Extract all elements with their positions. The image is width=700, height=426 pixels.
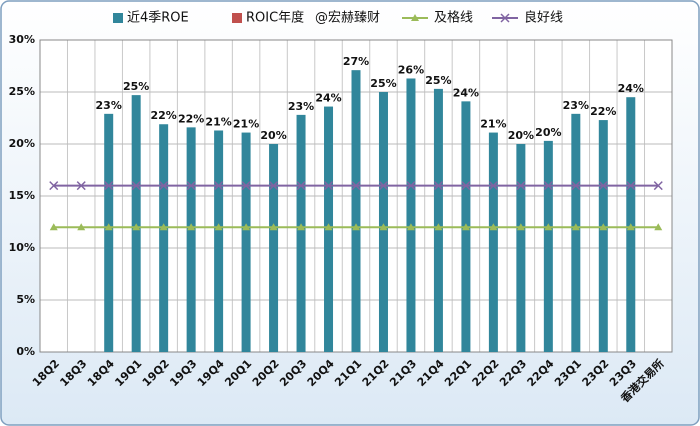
bar bbox=[543, 140, 553, 352]
marker bbox=[214, 181, 224, 191]
marker bbox=[76, 181, 86, 191]
marker bbox=[323, 181, 334, 191]
marker bbox=[379, 223, 388, 231]
marker bbox=[132, 223, 141, 231]
legend-label: 及格线 bbox=[434, 10, 473, 26]
marker bbox=[500, 13, 510, 23]
marker bbox=[433, 181, 443, 191]
data-label: 23% bbox=[288, 100, 314, 113]
legend-label: ROIC年度 bbox=[246, 10, 304, 26]
marker bbox=[159, 181, 169, 191]
y-tick-label: 0% bbox=[16, 345, 35, 358]
marker bbox=[516, 223, 525, 231]
marker bbox=[626, 223, 635, 231]
bar bbox=[571, 113, 581, 352]
marker bbox=[599, 223, 608, 231]
legend-swatch bbox=[232, 13, 242, 23]
y-tick-label: 20% bbox=[9, 137, 35, 150]
bar bbox=[433, 88, 443, 352]
marker bbox=[297, 223, 306, 231]
bar bbox=[488, 132, 498, 352]
marker bbox=[241, 181, 251, 191]
legend-label: 近4季ROE bbox=[127, 11, 189, 26]
marker bbox=[461, 223, 470, 231]
data-label: 23% bbox=[563, 99, 589, 112]
marker bbox=[571, 181, 581, 191]
y-tick-label: 5% bbox=[16, 293, 35, 306]
marker bbox=[411, 14, 419, 21]
data-label: 25% bbox=[425, 74, 451, 87]
data-label: 22% bbox=[590, 105, 616, 118]
marker bbox=[544, 223, 553, 231]
data-label: 25% bbox=[123, 80, 149, 93]
data-label: 25% bbox=[370, 77, 396, 90]
y-tick-label: 15% bbox=[9, 189, 35, 202]
marker bbox=[269, 223, 278, 231]
marker bbox=[489, 223, 498, 231]
marker bbox=[242, 223, 251, 231]
marker bbox=[296, 181, 306, 191]
y-tick-label: 25% bbox=[9, 85, 35, 98]
marker bbox=[187, 223, 196, 231]
marker bbox=[653, 181, 663, 191]
marker bbox=[516, 181, 526, 191]
marker bbox=[626, 181, 636, 191]
y-tick-label: 30% bbox=[9, 33, 35, 46]
bar bbox=[598, 120, 608, 352]
data-label: 24% bbox=[618, 82, 644, 95]
marker bbox=[49, 181, 59, 191]
marker bbox=[488, 181, 498, 191]
bar bbox=[351, 70, 361, 352]
watermark: @宏赫臻财 bbox=[315, 11, 380, 26]
marker bbox=[324, 223, 333, 231]
data-label: 22% bbox=[178, 112, 204, 125]
marker bbox=[378, 181, 389, 191]
y-tick-label: 10% bbox=[9, 241, 35, 254]
data-label: 26% bbox=[398, 63, 424, 76]
marker bbox=[406, 181, 416, 191]
marker bbox=[434, 223, 443, 231]
data-label: 23% bbox=[96, 99, 122, 112]
marker bbox=[598, 181, 608, 191]
data-label: 21% bbox=[205, 115, 231, 128]
bar bbox=[516, 144, 526, 352]
marker bbox=[77, 223, 86, 231]
bar bbox=[269, 144, 279, 352]
bar bbox=[296, 114, 306, 352]
marker bbox=[351, 181, 361, 191]
bar bbox=[186, 127, 196, 352]
marker bbox=[269, 181, 279, 191]
data-label: 22% bbox=[150, 109, 176, 122]
bar bbox=[406, 78, 416, 352]
marker bbox=[461, 181, 471, 191]
marker bbox=[131, 181, 141, 191]
marker bbox=[186, 181, 196, 191]
data-label: 20% bbox=[260, 129, 286, 142]
data-label: 20% bbox=[535, 126, 561, 139]
marker bbox=[571, 223, 580, 231]
marker bbox=[104, 223, 113, 231]
bar bbox=[104, 113, 114, 352]
bar bbox=[378, 92, 388, 352]
data-label: 24% bbox=[315, 92, 341, 105]
bar bbox=[214, 130, 224, 352]
data-label: 27% bbox=[343, 55, 369, 68]
marker bbox=[352, 223, 360, 231]
marker bbox=[543, 181, 553, 191]
marker bbox=[159, 223, 168, 231]
bar bbox=[241, 132, 251, 352]
legend-label: 良好线 bbox=[524, 10, 563, 26]
marker bbox=[406, 223, 415, 231]
marker bbox=[49, 223, 58, 231]
data-label: 21% bbox=[480, 118, 506, 131]
legend-swatch bbox=[113, 13, 123, 23]
data-label: 21% bbox=[233, 118, 259, 131]
bar bbox=[159, 124, 169, 353]
marker bbox=[104, 181, 114, 191]
data-label: 24% bbox=[453, 86, 479, 99]
marker bbox=[654, 223, 663, 231]
marker bbox=[214, 223, 223, 231]
data-label: 20% bbox=[508, 129, 534, 142]
